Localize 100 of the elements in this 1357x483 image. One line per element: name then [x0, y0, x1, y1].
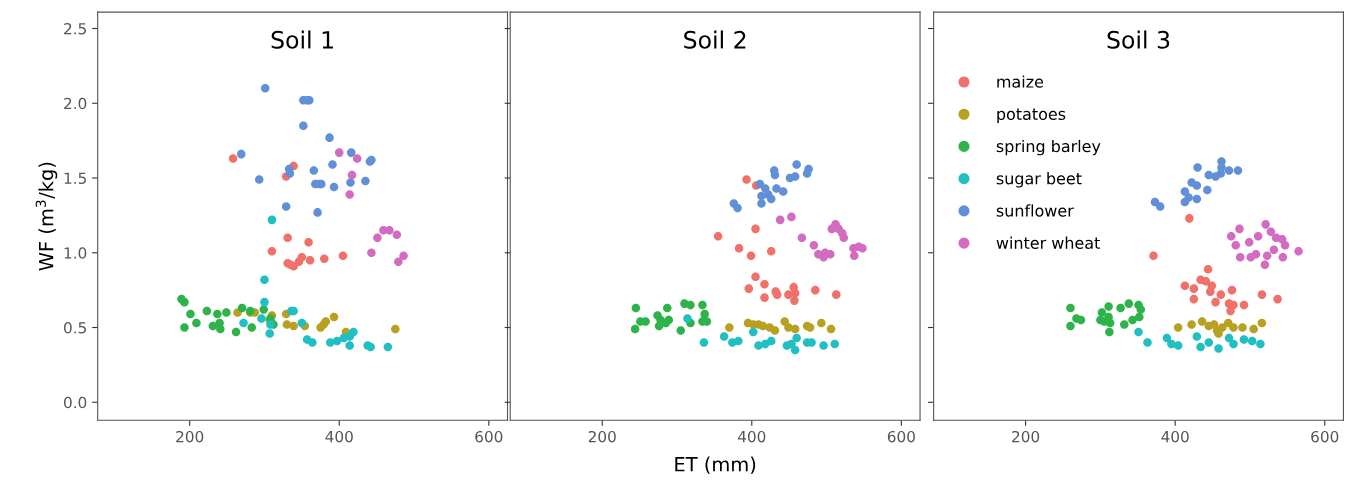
point — [1116, 303, 1125, 313]
point — [297, 252, 307, 262]
point — [281, 202, 291, 211]
point — [790, 288, 800, 298]
point — [683, 314, 692, 323]
point — [1104, 302, 1113, 311]
point — [1180, 187, 1190, 196]
point — [713, 232, 723, 241]
point — [766, 336, 776, 346]
point — [1134, 327, 1143, 337]
point — [352, 154, 362, 163]
point — [257, 314, 266, 323]
point — [213, 309, 222, 319]
point — [260, 275, 269, 284]
point — [231, 327, 241, 337]
point — [790, 324, 800, 334]
point — [663, 303, 672, 313]
point — [1203, 185, 1212, 195]
point — [1278, 252, 1288, 262]
point — [787, 212, 796, 222]
point — [1260, 260, 1270, 270]
point — [734, 336, 743, 346]
point — [1261, 220, 1270, 229]
point — [1238, 323, 1247, 332]
point — [1211, 297, 1220, 307]
point — [1201, 276, 1211, 286]
point — [1239, 300, 1249, 310]
point — [698, 300, 707, 310]
point — [192, 318, 201, 328]
point — [346, 148, 356, 157]
point — [1244, 238, 1254, 247]
point — [760, 293, 769, 302]
point — [215, 318, 224, 328]
point — [817, 318, 826, 328]
point — [1192, 181, 1202, 190]
point — [1266, 227, 1276, 237]
point — [1231, 241, 1241, 250]
point — [237, 149, 246, 159]
point — [760, 279, 769, 289]
legend-label: sunflower — [996, 204, 1074, 217]
point — [1269, 245, 1279, 255]
point — [329, 182, 339, 192]
point — [1076, 315, 1086, 325]
point — [247, 323, 257, 332]
y-tick-label: 2.5 — [64, 22, 86, 35]
point — [746, 251, 756, 261]
point — [1251, 249, 1261, 259]
x-tick-label: 600 — [475, 430, 503, 443]
point — [1203, 264, 1213, 274]
point — [1097, 308, 1107, 317]
point — [1249, 324, 1258, 334]
point — [1214, 344, 1223, 353]
point — [1294, 246, 1303, 256]
text: Soil 1 — [271, 30, 333, 49]
point — [830, 339, 840, 349]
point — [1227, 285, 1237, 295]
point — [320, 254, 329, 264]
point — [1187, 320, 1196, 329]
point — [749, 327, 758, 337]
point — [744, 284, 754, 293]
point — [1233, 166, 1243, 175]
point — [222, 308, 231, 317]
point — [1180, 281, 1190, 290]
point — [1066, 303, 1075, 313]
point — [289, 321, 298, 331]
point — [770, 326, 780, 335]
point — [283, 233, 292, 243]
point — [1197, 317, 1207, 326]
x-tick-label: 600 — [1311, 430, 1339, 443]
point — [792, 160, 801, 169]
point — [719, 332, 729, 341]
point — [725, 323, 734, 332]
point — [285, 169, 295, 178]
point — [260, 297, 269, 307]
point — [780, 317, 789, 326]
legend-label: winter wheat — [996, 236, 1100, 249]
point — [367, 248, 376, 258]
point — [267, 215, 277, 225]
point — [1192, 194, 1202, 204]
point — [305, 255, 315, 265]
point — [734, 244, 744, 253]
x-tick-label: 200 — [176, 430, 204, 443]
point — [394, 257, 403, 267]
point — [1189, 294, 1199, 304]
point — [1273, 294, 1282, 304]
point — [1257, 290, 1267, 299]
point — [265, 329, 274, 338]
legend-label: potatoes — [997, 108, 1066, 124]
point — [309, 166, 319, 175]
point — [631, 303, 641, 313]
point — [237, 303, 247, 313]
point — [1235, 224, 1244, 234]
point — [1173, 341, 1183, 350]
point — [1262, 251, 1272, 261]
text: Soil 2 — [684, 30, 746, 49]
y-tick-label: 2.0 — [64, 97, 87, 110]
point — [325, 133, 334, 142]
point — [304, 238, 313, 247]
point — [338, 251, 348, 261]
point — [1173, 323, 1183, 332]
